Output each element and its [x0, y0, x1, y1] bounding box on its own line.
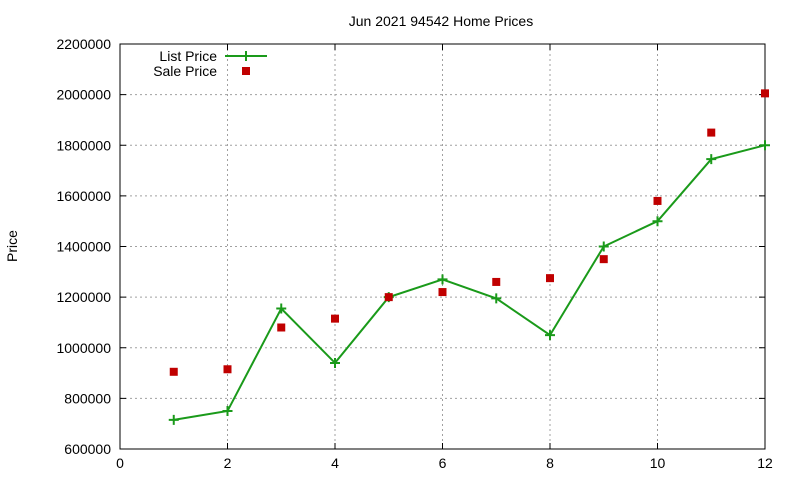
y-tick-label: 1600000	[56, 188, 111, 204]
list-price-point	[545, 330, 555, 341]
axis-ticks: 0 2 4 6 8 10 12 600000 800000 1000000 1200000 14000…	[56, 36, 773, 471]
legend-label-list-price: List Price	[159, 48, 217, 64]
x-tick-label: 4	[331, 455, 339, 471]
list-price-point	[706, 154, 717, 165]
x-tick-label: 6	[439, 455, 447, 471]
list-price-point	[598, 241, 609, 252]
x-tick-label: 12	[757, 455, 773, 471]
x-tick-label: 10	[650, 455, 666, 471]
legend-label-sale-price: Sale Price	[153, 63, 217, 79]
sale-price-point	[707, 128, 716, 137]
x-tick-label: 8	[546, 455, 554, 471]
legend-marker-sale-price	[242, 67, 250, 75]
sale-price-point	[277, 323, 286, 332]
sale-price-point	[761, 89, 769, 98]
chart-title: Jun 2021 94542 Home Prices	[349, 13, 533, 29]
list-price-point	[330, 357, 340, 368]
list-price-point	[652, 216, 663, 227]
sale-price-point	[492, 277, 501, 286]
y-tick-label: 1200000	[56, 289, 111, 305]
list-price-point	[276, 303, 287, 314]
sale-price-point	[599, 255, 608, 264]
x-tick-label: 0	[116, 455, 124, 471]
series-layer	[168, 89, 770, 425]
y-tick-label: 1000000	[56, 340, 111, 356]
sale-price-point	[331, 314, 339, 323]
list-price-point	[222, 406, 233, 417]
y-tick-label: 600000	[64, 441, 111, 457]
list-price-point	[760, 140, 770, 151]
y-tick-label: 1400000	[56, 239, 111, 255]
sale-price-point	[546, 274, 554, 283]
sale-price-point	[384, 293, 393, 302]
legend-marker-list-price	[241, 51, 251, 61]
y-tick-label: 800000	[64, 390, 111, 406]
list-price-point	[437, 274, 448, 285]
y-tick-label: 1800000	[56, 137, 111, 153]
x-tick-label: 2	[224, 455, 232, 471]
sale-price-point	[169, 367, 178, 376]
sale-price-point	[438, 288, 447, 297]
sale-price-point	[223, 365, 232, 374]
list-price-line	[173, 144, 766, 421]
grid	[120, 44, 765, 449]
legend: List Price Sale Price	[153, 48, 267, 79]
y-axis-label: Price	[4, 230, 20, 262]
sale-price-point	[653, 196, 662, 205]
list-price-point	[491, 293, 502, 304]
list-price-point	[168, 414, 179, 425]
y-tick-label: 2000000	[56, 87, 111, 103]
y-tick-label: 2200000	[56, 36, 111, 52]
